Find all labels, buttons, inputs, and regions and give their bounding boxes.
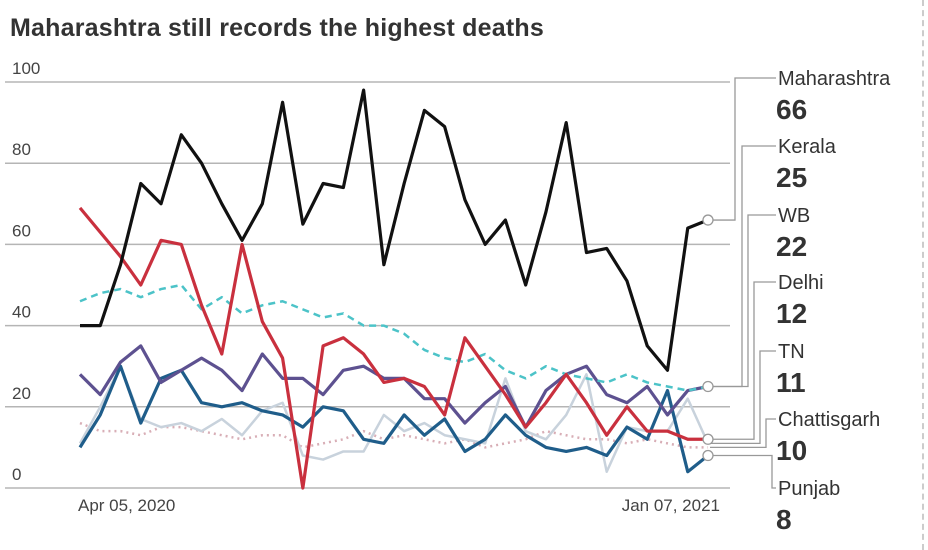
legend-value-delhi: 12 <box>776 298 807 329</box>
legend-label-punjab: Punjab <box>778 478 840 500</box>
end-marker <box>702 433 714 445</box>
series-line-chattisgarh <box>79 421 708 449</box>
legend-value-punjab: 8 <box>776 504 792 535</box>
series-line-wb <box>78 344 709 429</box>
y-tick-label: 100 <box>12 59 40 78</box>
legend-value-chattisgarh: 10 <box>776 435 807 466</box>
series-line-delhi <box>78 206 708 490</box>
page-edge-divider <box>922 0 924 550</box>
legend-value-tn: 11 <box>776 367 806 398</box>
legend-value-maharashtra: 66 <box>776 94 807 125</box>
y-tick-label: 80 <box>12 140 31 159</box>
series-line-punjab <box>78 364 710 474</box>
x-tick-label: Apr 05, 2020 <box>78 496 175 515</box>
series-line-maharashtra <box>80 88 709 372</box>
leader-line <box>710 350 776 444</box>
leader-line <box>710 418 776 449</box>
leader-line <box>710 454 776 489</box>
end-marker <box>702 449 714 462</box>
end-marker <box>702 380 714 393</box>
legend-label-chattisgarh: Chattisgarh <box>778 409 880 431</box>
leader-line <box>710 281 776 440</box>
legend-value-kerala: 25 <box>776 162 807 193</box>
y-tick-label: 0 <box>12 465 21 484</box>
legend-label-tn: TN <box>778 341 805 363</box>
y-tick-label: 40 <box>12 303 31 322</box>
legend-label-delhi: Delhi <box>778 272 824 294</box>
leader-line <box>710 214 776 388</box>
legend-value-wb: 22 <box>776 231 807 262</box>
end-marker <box>702 214 714 226</box>
legend-label-wb: WB <box>778 205 810 227</box>
y-tick-label: 20 <box>12 384 31 403</box>
leader-line <box>710 77 776 221</box>
series-line-kerala <box>79 283 709 392</box>
legend-label-kerala: Kerala <box>778 136 837 158</box>
y-tick-label: 60 <box>12 221 31 240</box>
chart-title: Maharashtra still records the highest de… <box>10 14 544 42</box>
x-tick-label: Jan 07, 2021 <box>622 496 720 515</box>
legend-label-maharashtra: Maharashtra <box>778 68 891 90</box>
